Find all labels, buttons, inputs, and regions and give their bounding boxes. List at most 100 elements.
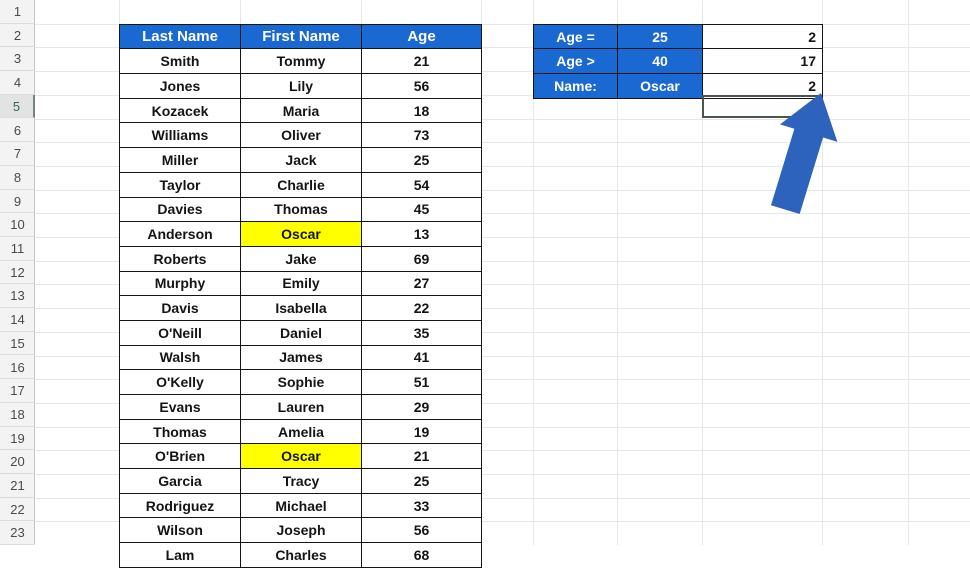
row-header[interactable]: 23	[0, 521, 35, 546]
cell-age[interactable]: 68	[361, 542, 482, 568]
cell-last-name[interactable]: Lam	[119, 542, 241, 568]
row-header[interactable]: 18	[0, 403, 35, 427]
cell-last-name[interactable]: Rodriguez	[119, 492, 241, 519]
cell-last-name[interactable]: Smith	[119, 48, 241, 75]
row-header[interactable]: 1	[0, 0, 35, 24]
cell-age[interactable]: 22	[361, 295, 482, 321]
cell-first-name[interactable]: Oliver	[240, 122, 362, 149]
row-header[interactable]: 22	[0, 498, 35, 522]
cell-age[interactable]: 27	[361, 270, 482, 297]
cell-age[interactable]: 54	[361, 171, 482, 198]
cell-age[interactable]: 21	[361, 443, 482, 470]
row-header[interactable]: 12	[0, 261, 35, 285]
row-header[interactable]: 16	[0, 356, 35, 380]
cell-first-name[interactable]: Tracy	[240, 468, 362, 494]
cell-age[interactable]: 25	[361, 147, 482, 173]
row-header[interactable]: 2	[0, 24, 35, 48]
cell-first-name[interactable]: Charles	[240, 542, 362, 568]
cell-last-name[interactable]: Murphy	[119, 270, 241, 297]
row-header[interactable]: 17	[0, 379, 35, 403]
cell-first-name[interactable]: Sophie	[240, 369, 362, 395]
cell-last-name[interactable]: Walsh	[119, 344, 241, 371]
column-header[interactable]: Age	[361, 23, 482, 50]
cell-age[interactable]: 56	[361, 73, 482, 99]
cell-last-name[interactable]: Thomas	[119, 418, 241, 445]
cell-age[interactable]: 56	[361, 517, 482, 544]
cell-last-name[interactable]: Taylor	[119, 171, 241, 198]
cell-last-name[interactable]: Davies	[119, 196, 241, 223]
criteria-label-cell[interactable]: Age >	[533, 48, 618, 75]
row-header[interactable]: 14	[0, 308, 35, 332]
row-header[interactable]: 6	[0, 119, 35, 143]
cell-age[interactable]: 73	[361, 122, 482, 149]
cell-last-name[interactable]: Wilson	[119, 517, 241, 544]
cell-first-name[interactable]: Charlie	[240, 171, 362, 198]
cell-first-name[interactable]: Thomas	[240, 196, 362, 223]
count-result-cell[interactable]: 2	[702, 23, 823, 50]
cell-last-name[interactable]: Kozacek	[119, 97, 241, 124]
cell-last-name[interactable]: O'Kelly	[119, 369, 241, 395]
cell-last-name[interactable]: Miller	[119, 147, 241, 173]
column-header[interactable]: Last Name	[119, 23, 241, 50]
cell-age[interactable]: 33	[361, 492, 482, 519]
cell-last-name[interactable]: Williams	[119, 122, 241, 149]
cell-last-name[interactable]: Davis	[119, 295, 241, 321]
cell-first-name[interactable]: Lily	[240, 73, 362, 99]
cell-age[interactable]: 69	[361, 245, 482, 272]
table-row: Lam Charles 68	[119, 542, 482, 568]
cell-age[interactable]: 18	[361, 97, 482, 124]
cell-age[interactable]: 29	[361, 394, 482, 420]
row-header[interactable]: 20	[0, 450, 35, 474]
count-result-cell[interactable]: 17	[702, 48, 823, 75]
row-header[interactable]: 13	[0, 284, 35, 309]
cell-first-name[interactable]: Jake	[240, 245, 362, 272]
row-header[interactable]: 15	[0, 332, 35, 356]
cell-age[interactable]: 41	[361, 344, 482, 371]
cell-first-name[interactable]: Oscar	[240, 221, 362, 247]
cell-last-name[interactable]: Roberts	[119, 245, 241, 272]
cell-first-name[interactable]: Daniel	[240, 319, 362, 346]
criteria-value-cell[interactable]: 40	[617, 48, 703, 75]
criteria-table: Age = 25 2 Age >40 17 Name: Oscar 2	[533, 23, 823, 99]
cell-last-name[interactable]: Jones	[119, 73, 241, 99]
cell-first-name[interactable]: Lauren	[240, 394, 362, 420]
cell-first-name[interactable]: Amelia	[240, 418, 362, 445]
cell-first-name[interactable]: Tommy	[240, 48, 362, 75]
cell-age[interactable]: 25	[361, 468, 482, 494]
criteria-value-cell[interactable]: Oscar	[617, 73, 703, 99]
cell-age[interactable]: 35	[361, 319, 482, 346]
cell-last-name[interactable]: Anderson	[119, 221, 241, 247]
criteria-label-cell[interactable]: Age =	[533, 23, 618, 50]
cell-last-name[interactable]: O'Neill	[119, 319, 241, 346]
column-header[interactable]: First Name	[240, 23, 362, 50]
cell-last-name[interactable]: Garcia	[119, 468, 241, 494]
cell-last-name[interactable]: O'Brien	[119, 443, 241, 470]
cell-age[interactable]: 51	[361, 369, 482, 395]
cell-first-name[interactable]: Emily	[240, 270, 362, 297]
row-header[interactable]: 21	[0, 474, 35, 498]
cell-age[interactable]: 13	[361, 221, 482, 247]
row-header[interactable]: 8	[0, 166, 35, 190]
criteria-value-cell[interactable]: 25	[617, 23, 703, 50]
cell-first-name[interactable]: Joseph	[240, 517, 362, 544]
row-header[interactable]: 10	[0, 213, 35, 237]
cell-first-name[interactable]: Isabella	[240, 295, 362, 321]
row-header[interactable]: 9	[0, 190, 35, 214]
row-header[interactable]: 4	[0, 71, 35, 95]
row-header[interactable]: 5	[0, 94, 35, 119]
cell-age[interactable]: 45	[361, 196, 482, 223]
row-header[interactable]: 19	[0, 427, 35, 451]
criteria-label-cell[interactable]: Name:	[533, 73, 618, 99]
cell-last-name[interactable]: Evans	[119, 394, 241, 420]
cell-first-name[interactable]: Oscar	[240, 443, 362, 470]
cell-first-name[interactable]: Jack	[240, 147, 362, 173]
cell-first-name[interactable]: Maria	[240, 97, 362, 124]
row-header[interactable]: 11	[0, 237, 35, 261]
row-header[interactable]: 3	[0, 47, 35, 72]
row-header[interactable]: 7	[0, 142, 35, 166]
count-result-cell[interactable]: 2	[702, 73, 823, 99]
cell-age[interactable]: 21	[361, 48, 482, 75]
cell-first-name[interactable]: Michael	[240, 492, 362, 519]
cell-age[interactable]: 19	[361, 418, 482, 445]
cell-first-name[interactable]: James	[240, 344, 362, 371]
